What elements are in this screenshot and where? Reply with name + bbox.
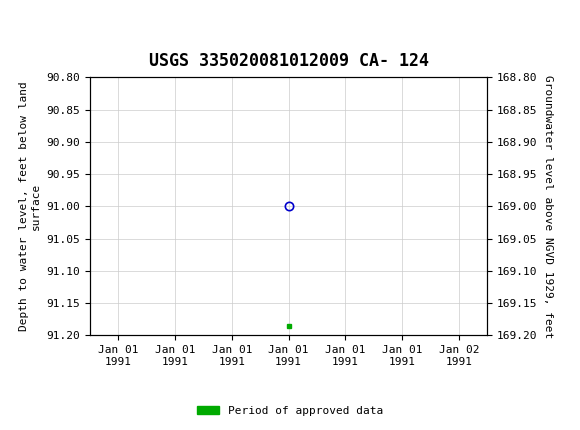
Text: ≡: ≡ [0,7,21,36]
Title: USGS 335020081012009 CA- 124: USGS 335020081012009 CA- 124 [148,52,429,70]
Legend: Period of approved data: Period of approved data [193,401,387,420]
Y-axis label: Depth to water level, feet below land
surface: Depth to water level, feet below land su… [19,82,41,331]
Text: USGS: USGS [0,9,70,34]
Y-axis label: Groundwater level above NGVD 1929, feet: Groundwater level above NGVD 1929, feet [543,75,553,338]
